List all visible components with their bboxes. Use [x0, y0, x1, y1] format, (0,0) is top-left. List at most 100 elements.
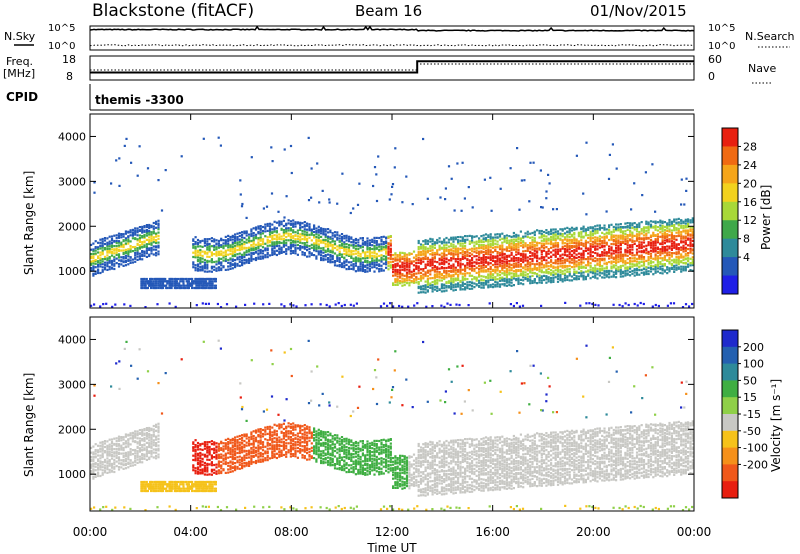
power-cell: [508, 245, 511, 248]
velocity-cell: [148, 439, 151, 442]
power-cell: [659, 262, 662, 265]
velocity-cell: [124, 433, 127, 436]
power-cell: [687, 226, 690, 229]
power-cell: [99, 241, 102, 244]
power-cell-speckle: [460, 209, 463, 212]
power-cell: [136, 255, 139, 258]
power-cell: [473, 268, 476, 271]
power-cell: [347, 243, 351, 247]
power-cell: [635, 227, 639, 231]
power-cell: [392, 271, 395, 274]
power-cell: [622, 272, 625, 275]
power-cell: [357, 248, 360, 251]
power-cell: [366, 251, 369, 254]
power-cell: [666, 238, 669, 242]
power-cell: [289, 249, 292, 253]
power-cell: [445, 243, 448, 246]
power-cell: [245, 249, 248, 252]
power-cell: [561, 242, 564, 245]
power-cell-speckle: [270, 192, 274, 195]
power-cell-speckle: [582, 192, 585, 195]
power-cell: [143, 250, 146, 253]
power-cell: [433, 260, 436, 263]
power-cell: [447, 280, 450, 283]
velocity-cell: [108, 443, 111, 446]
power-cell: [106, 257, 109, 260]
power-cell: [684, 226, 687, 229]
power-cell: [412, 272, 416, 275]
power-cell: [141, 254, 144, 258]
power-cell: [505, 249, 508, 252]
power-cell: [306, 239, 309, 242]
power-cell: [282, 234, 285, 237]
power-cell-speckle: [373, 166, 377, 169]
power-cell: [612, 234, 615, 237]
power-cell: [649, 238, 653, 241]
velocity-cell: [122, 458, 125, 462]
power-cell-low: [155, 280, 158, 283]
power-cell: [538, 236, 541, 239]
power-cell: [378, 250, 381, 253]
power-cell: [245, 234, 248, 237]
power-cell: [359, 260, 362, 263]
power-cell: [113, 263, 116, 266]
power-cell: [466, 283, 469, 286]
power-cell: [489, 272, 492, 275]
power-cell: [540, 259, 543, 262]
velocity-cell: [108, 445, 111, 448]
power-cell: [649, 220, 653, 223]
power-cell: [656, 265, 659, 268]
power-cell-low: [152, 282, 155, 285]
power-cell: [454, 279, 457, 282]
power-cell: [635, 267, 639, 270]
power-cell: [501, 283, 504, 286]
power-cell: [475, 249, 478, 252]
power-cell: [638, 256, 641, 259]
power-cell: [236, 232, 239, 235]
power-cell: [145, 228, 148, 232]
power-cell: [266, 253, 269, 256]
power-cell: [422, 260, 425, 263]
power-cell: [594, 267, 597, 270]
power-cell: [329, 241, 332, 244]
power-cell: [127, 240, 130, 243]
power-cell: [622, 232, 625, 235]
velocity-cell: [150, 446, 153, 449]
power-cell: [573, 272, 576, 275]
power-cell: [345, 250, 348, 253]
power-cell: [684, 265, 687, 268]
power-cell: [498, 259, 502, 262]
power-cell: [106, 254, 109, 257]
velocity-cell: [101, 469, 104, 472]
power-cell: [489, 278, 492, 281]
power-cell: [498, 261, 502, 264]
power-cell: [145, 234, 148, 237]
power-cell: [629, 234, 632, 237]
power-cell-low: [186, 280, 189, 283]
power-cell: [426, 281, 429, 284]
power-cell: [392, 254, 395, 257]
power-cell: [515, 235, 518, 238]
power-cell: [220, 244, 223, 247]
power-cell: [387, 247, 390, 250]
power-cell: [236, 236, 239, 239]
power-cell: [563, 232, 567, 235]
power-cell: [396, 272, 399, 275]
power-cell: [152, 241, 155, 244]
power-cell: [582, 276, 585, 279]
power-cell: [103, 237, 107, 240]
power-cell: [608, 224, 611, 227]
velocity-cell: [92, 445, 95, 448]
power-cell: [134, 231, 137, 234]
power-cell: [531, 231, 534, 235]
power-cell: [673, 223, 676, 227]
power-cell: [629, 257, 632, 260]
velocity-cell: [138, 450, 141, 453]
power-cell: [452, 243, 455, 246]
power-cell: [134, 254, 137, 257]
power-cell: [361, 264, 364, 267]
power-cell: [563, 276, 567, 280]
power-cell: [345, 236, 348, 239]
power-cell: [649, 225, 653, 228]
power-cell: [503, 263, 506, 266]
